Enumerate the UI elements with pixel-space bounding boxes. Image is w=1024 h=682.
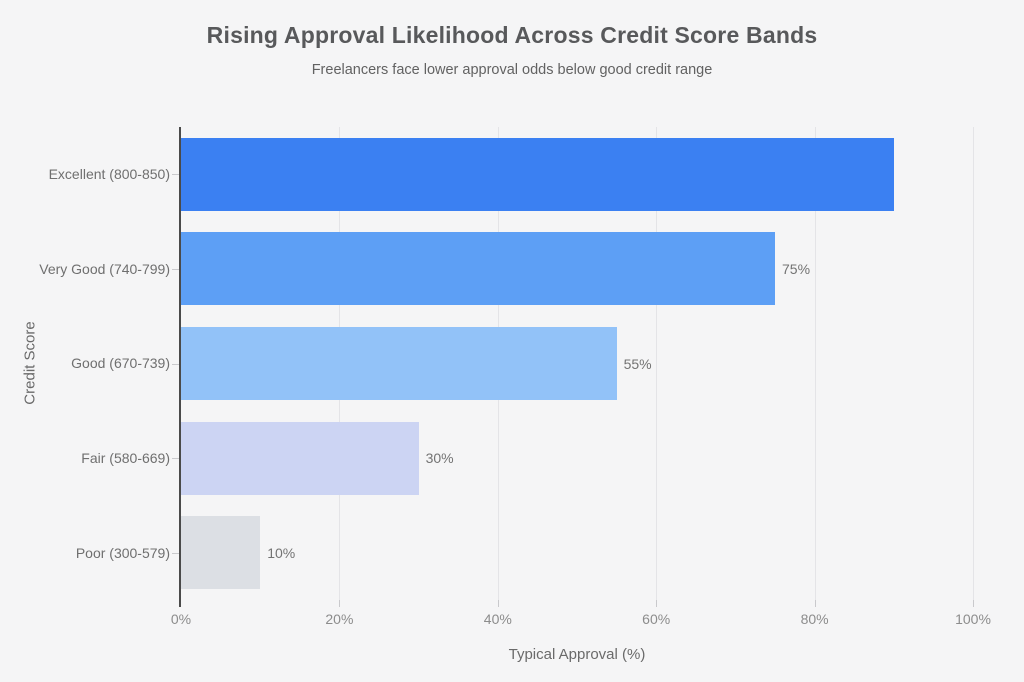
bar-1 — [181, 137, 894, 211]
y-axis-tick-5 — [172, 552, 179, 554]
gridline-60 — [656, 127, 658, 600]
y-category-label-5: Poor (300-579) — [75, 544, 170, 561]
x-tick-label-0: 0% — [170, 611, 192, 627]
chart-subtitle: Freelancers face lower approval odds bel… — [311, 62, 713, 78]
x-tick-label-40: 40% — [483, 611, 512, 627]
x-axis-tick-40 — [497, 600, 499, 607]
x-tick-label-20: 20% — [325, 611, 354, 627]
x-tick-label-60: 60% — [642, 611, 671, 627]
y-axis-tick-1 — [172, 174, 179, 176]
y-axis-line — [179, 127, 181, 607]
bar-value-label-4: 30% — [425, 450, 454, 467]
bar-2 — [181, 232, 775, 306]
bar-value-label-5: 10% — [267, 544, 296, 561]
y-axis-tick-3 — [172, 363, 179, 365]
x-axis-tick-80 — [814, 600, 816, 607]
gridline-100 — [973, 127, 974, 600]
y-axis-tick-4 — [172, 458, 179, 460]
y-category-label-3: Good (670-739) — [71, 355, 170, 372]
y-category-label-4: Fair (580-669) — [81, 450, 170, 467]
bar-3 — [181, 327, 617, 400]
chart-title: Rising Approval Likelihood Across Credit… — [206, 22, 818, 48]
bar-value-label-2: 75% — [782, 260, 811, 277]
x-axis-tick-20 — [339, 600, 341, 607]
bar-5 — [181, 516, 261, 590]
y-category-label-1: Excellent (800-850) — [48, 166, 170, 183]
bar-value-label-3: 55% — [623, 355, 652, 372]
bar-4 — [181, 421, 419, 495]
x-axis-tick-60 — [656, 600, 658, 607]
gridline-80 — [814, 127, 816, 600]
x-tick-label-100: 100% — [955, 611, 991, 627]
x-axis-title: Typical Approval (%) — [508, 646, 646, 663]
y-axis-tick-2 — [172, 268, 179, 270]
x-axis-tick-100 — [973, 600, 974, 607]
x-tick-label-80: 80% — [800, 611, 829, 627]
y-category-label-2: Very Good (740-799) — [39, 260, 170, 277]
